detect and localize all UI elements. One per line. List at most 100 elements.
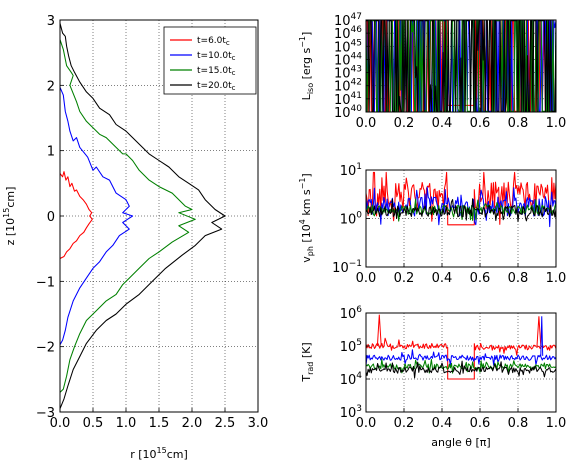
main-xtick-label: 2.0 xyxy=(182,416,203,431)
trad-ylabel-sub: rad xyxy=(306,362,315,375)
main-xlabel-end: cm] xyxy=(167,448,188,461)
vph-xtick-label: 0.4 xyxy=(432,271,453,286)
liso-ytick-label: 1042 xyxy=(334,78,362,95)
trad-ylabel: Trad [K] xyxy=(300,342,315,382)
legend-box xyxy=(163,26,257,95)
main-series-0 xyxy=(59,171,93,259)
vph-series-3 xyxy=(365,198,557,223)
vph-ticks: 0.0 0.2 0.4 0.6 0.8 1.0 10−1 100 101 xyxy=(332,162,566,286)
main-xtick-label: 1.0 xyxy=(116,416,137,431)
main-series-3 xyxy=(59,23,226,409)
vph-ylabel-sub: ph xyxy=(306,246,315,256)
liso-ytick-label: 1046 xyxy=(334,25,362,42)
vph-xtick-label: 0.6 xyxy=(470,271,491,286)
legend: t=6.0tc t=10.0tc t=15.0tc t=20.0tc xyxy=(163,26,257,95)
vph-series xyxy=(365,171,557,228)
trad-ylabel-end: [K] xyxy=(300,342,313,361)
liso-ytick-label: 1043 xyxy=(334,65,362,82)
trad-series-0 xyxy=(365,337,557,380)
legend-label-3: t=20.0tc xyxy=(197,81,236,92)
liso-ytick-label: 1045 xyxy=(334,38,362,55)
main-xtick-label: 0.5 xyxy=(83,416,104,431)
vph-ylabel-close2: ] xyxy=(300,173,313,177)
trad-ytick-label: 106 xyxy=(340,305,363,322)
vph-ytick-label: 101 xyxy=(340,162,362,179)
trad-xtick-label: 0.8 xyxy=(508,416,529,431)
main-ytick-label: 3 xyxy=(47,14,55,29)
main-ylabel-text: z [10 xyxy=(4,218,17,246)
liso-ylabel-text: L xyxy=(300,93,313,100)
trad-red-spike-0 xyxy=(376,314,382,347)
main-ticks: 0.0 0.5 1.0 1.5 2.0 2.5 3.0 −3 −2 −1 0 1 2 3 xyxy=(36,14,269,431)
vph-ylabel-sup: 4 xyxy=(298,219,307,224)
main-series-1 xyxy=(59,87,134,345)
liso-panel: 0.0 0.2 0.4 0.6 0.8 1.01040104110421043104410… xyxy=(298,12,566,131)
main-ytick-label: −1 xyxy=(36,275,55,290)
vph-panel: 0.0 0.2 0.4 0.6 0.8 1.0 10−1 100 101 vph [104 km… xyxy=(298,162,566,286)
main-xtick-label: 2.5 xyxy=(215,416,236,431)
trad-xtick-label: 0.4 xyxy=(432,416,453,431)
vph-ylabel-end: [10 xyxy=(300,224,313,246)
liso-ytick-label: 1044 xyxy=(334,51,362,68)
legend-label-1: t=10.0tc xyxy=(197,51,236,62)
trad-blue-spike xyxy=(540,316,544,356)
liso-ylabel-sup: −1 xyxy=(298,36,307,48)
liso-xtick-label: 0.6 xyxy=(470,116,491,131)
trad-series xyxy=(365,314,557,380)
trad-axes-frame xyxy=(365,312,557,413)
vph-series-0 xyxy=(365,171,557,226)
vph-ytick-label: 100 xyxy=(340,211,363,228)
vph-ytick-label: 10−1 xyxy=(332,259,362,276)
main-series-2 xyxy=(59,39,196,393)
vph-xtick-label: 0.8 xyxy=(508,271,529,286)
main-xtick-label: 0.0 xyxy=(50,416,71,431)
liso-xtick-label: 1.0 xyxy=(546,116,567,131)
liso-xtick-label: 0.0 xyxy=(356,116,377,131)
vph-ylabel-close: km s xyxy=(300,189,313,219)
vph-xtick-label: 0.2 xyxy=(394,271,415,286)
main-ytick-label: 2 xyxy=(47,79,55,94)
trad-xlabel: angle θ [π] xyxy=(431,436,490,449)
liso-ticks: 0.0 0.2 0.4 0.6 0.8 1.01040104110421043104410… xyxy=(334,12,566,131)
liso-ylabel-sub: iso xyxy=(306,83,315,94)
trad-red-spike-1 xyxy=(536,316,542,347)
vph-xtick-label: 1.0 xyxy=(546,271,567,286)
trad-xtick-label: 0.2 xyxy=(394,416,415,431)
main-ytick-label: 0 xyxy=(47,210,55,225)
liso-ytick-label: 1047 xyxy=(334,12,362,29)
main-xtick-label: 3.0 xyxy=(248,416,269,431)
liso-ylabel-close: ] xyxy=(300,32,313,36)
liso-xtick-label: 0.8 xyxy=(508,116,529,131)
main-xlabel-sup: 15 xyxy=(157,446,167,455)
trad-xtick-label: 0.6 xyxy=(470,416,491,431)
trad-ytick-label: 105 xyxy=(340,338,362,355)
main-xlabel: r [1015cm] xyxy=(130,446,188,461)
trad-ytick-label: 104 xyxy=(340,371,363,388)
trad-ytick-label: 103 xyxy=(340,404,362,421)
trad-xtick-label: 1.0 xyxy=(546,416,567,431)
main-ytick-label: −3 xyxy=(36,406,55,421)
liso-xtick-label: 0.4 xyxy=(432,116,453,131)
liso-series-3 xyxy=(366,20,557,112)
legend-label-2: t=15.0tc xyxy=(197,66,236,77)
trad-ylabel-text: T xyxy=(300,375,313,383)
liso-series-2 xyxy=(365,20,557,112)
trad-grid xyxy=(366,313,556,412)
main-ytick-label: −2 xyxy=(36,341,55,356)
liso-xtick-label: 0.2 xyxy=(394,116,415,131)
vph-xtick-label: 0.0 xyxy=(356,271,377,286)
trad-series-3 xyxy=(365,360,557,379)
main-xtick-label: 1.5 xyxy=(149,416,170,431)
liso-axes-frame xyxy=(365,19,557,113)
main-xlabel-text: r [10 xyxy=(130,448,156,461)
liso-ylabel: Liso [erg s−1] xyxy=(298,32,315,101)
trad-series-1 xyxy=(365,349,557,366)
trad-ticks: 0.0 0.2 0.4 0.6 0.8 1.0 103 104 105 106 xyxy=(340,305,567,431)
main-ylabel: z [1015cm] xyxy=(2,187,17,246)
vph-ylabel-sup2: −1 xyxy=(298,178,307,190)
liso-ylabel-end: [erg s xyxy=(300,48,313,83)
main-ylabel-end: cm] xyxy=(4,187,17,208)
legend-label-0: t=6.0tc xyxy=(197,36,230,47)
